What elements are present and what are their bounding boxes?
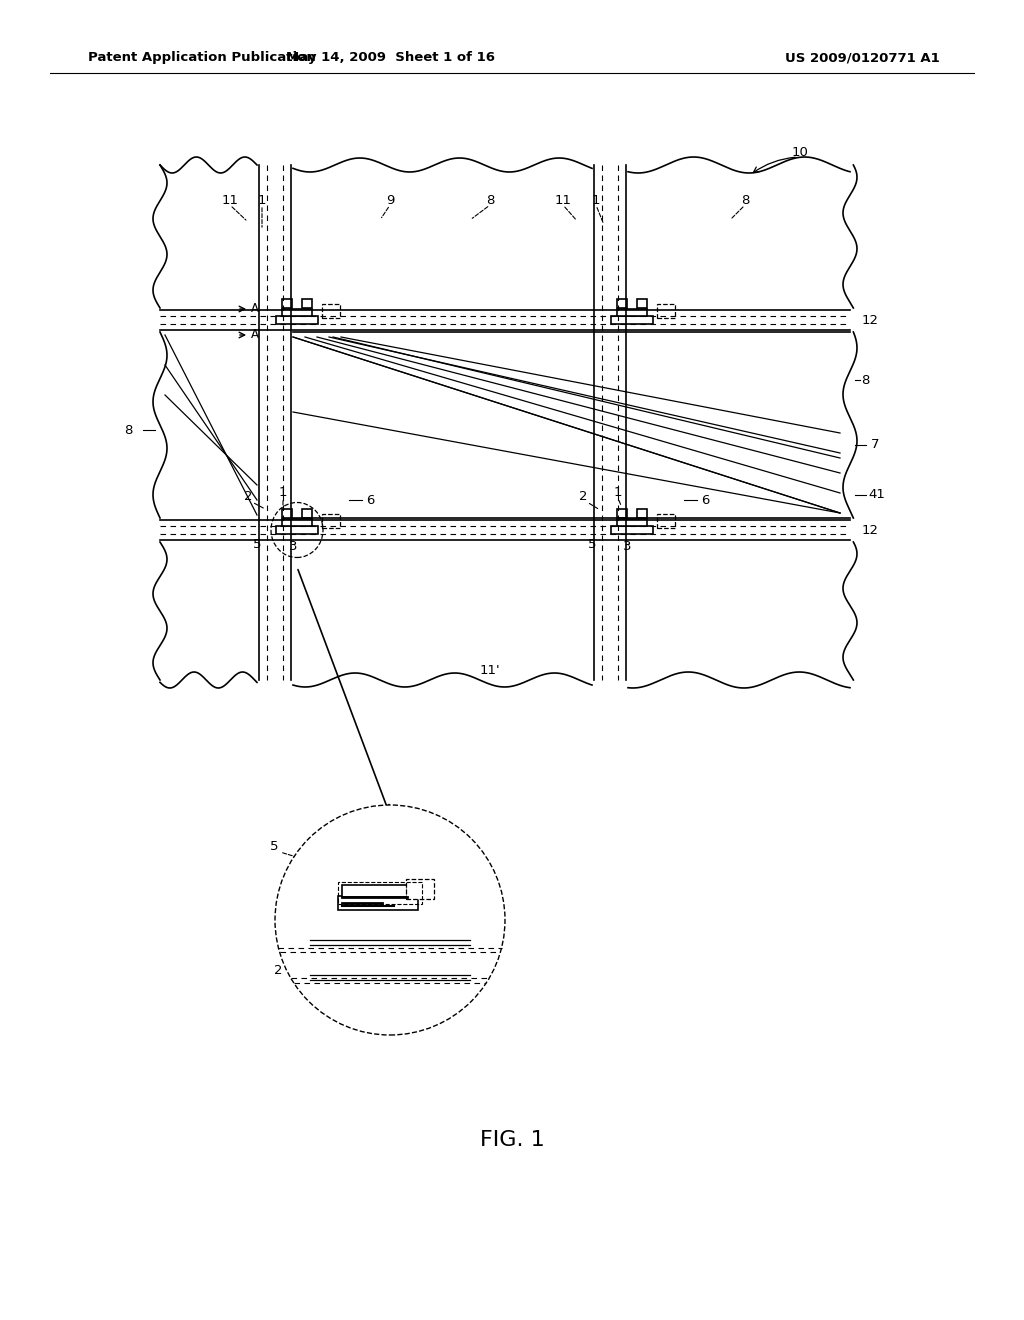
Bar	[282, 300, 292, 308]
Text: 5: 5	[253, 539, 261, 552]
Bar	[276, 315, 318, 323]
Bar	[637, 300, 647, 308]
Bar	[617, 309, 647, 315]
Text: 12: 12	[861, 524, 879, 536]
Text: A: A	[251, 329, 259, 342]
Bar	[282, 519, 312, 525]
Text: 5: 5	[269, 841, 279, 854]
Bar	[338, 896, 418, 909]
Bar	[322, 513, 340, 528]
Bar	[657, 304, 675, 318]
Text: 2: 2	[579, 491, 587, 503]
Text: 3: 3	[411, 964, 419, 977]
Text: 6: 6	[700, 494, 710, 507]
Text: 7: 7	[870, 438, 880, 451]
Text: 10: 10	[792, 147, 808, 160]
Text: 12: 12	[861, 314, 879, 326]
Text: 1: 1	[279, 487, 288, 499]
Text: 3: 3	[289, 540, 297, 553]
Text: 9: 9	[386, 194, 394, 206]
Text: 1: 1	[592, 194, 600, 206]
Bar	[611, 315, 653, 323]
Text: 8: 8	[485, 194, 495, 206]
Bar	[282, 510, 292, 517]
Text: 41: 41	[868, 488, 886, 502]
Bar	[617, 300, 627, 308]
Bar	[617, 519, 647, 525]
Text: A: A	[251, 302, 259, 315]
Text: 11': 11'	[479, 664, 501, 676]
Bar	[322, 304, 340, 318]
Text: 1: 1	[400, 836, 410, 849]
Text: 6: 6	[366, 494, 374, 507]
Text: Patent Application Publication: Patent Application Publication	[88, 51, 315, 65]
Text: FIG. 1: FIG. 1	[479, 1130, 545, 1150]
Text: May 14, 2009  Sheet 1 of 16: May 14, 2009 Sheet 1 of 16	[286, 51, 495, 65]
Text: 1: 1	[258, 194, 266, 206]
Text: US 2009/0120771 A1: US 2009/0120771 A1	[785, 51, 940, 65]
Text: 5: 5	[588, 539, 596, 552]
Text: 8: 8	[124, 424, 132, 437]
Bar	[302, 510, 312, 517]
Bar	[338, 882, 422, 904]
Text: 1: 1	[613, 487, 623, 499]
Text: 2: 2	[273, 964, 283, 977]
Bar	[637, 510, 647, 517]
Bar	[276, 525, 318, 535]
Text: 3: 3	[623, 540, 631, 553]
Text: 8: 8	[861, 374, 869, 387]
Bar	[611, 525, 653, 535]
Bar	[282, 309, 312, 315]
Bar	[302, 300, 312, 308]
Text: 6: 6	[485, 871, 495, 884]
Text: 11: 11	[221, 194, 239, 206]
Text: 11: 11	[555, 194, 571, 206]
Circle shape	[275, 805, 505, 1035]
Bar	[342, 884, 407, 898]
Text: 8: 8	[740, 194, 750, 206]
Text: 2: 2	[244, 491, 252, 503]
Bar	[617, 510, 627, 517]
Bar	[657, 513, 675, 528]
Bar	[406, 879, 434, 899]
